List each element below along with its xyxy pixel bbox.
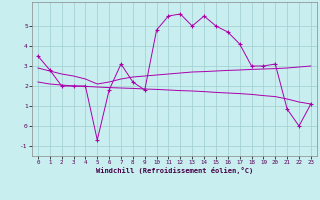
X-axis label: Windchill (Refroidissement éolien,°C): Windchill (Refroidissement éolien,°C) bbox=[96, 167, 253, 174]
